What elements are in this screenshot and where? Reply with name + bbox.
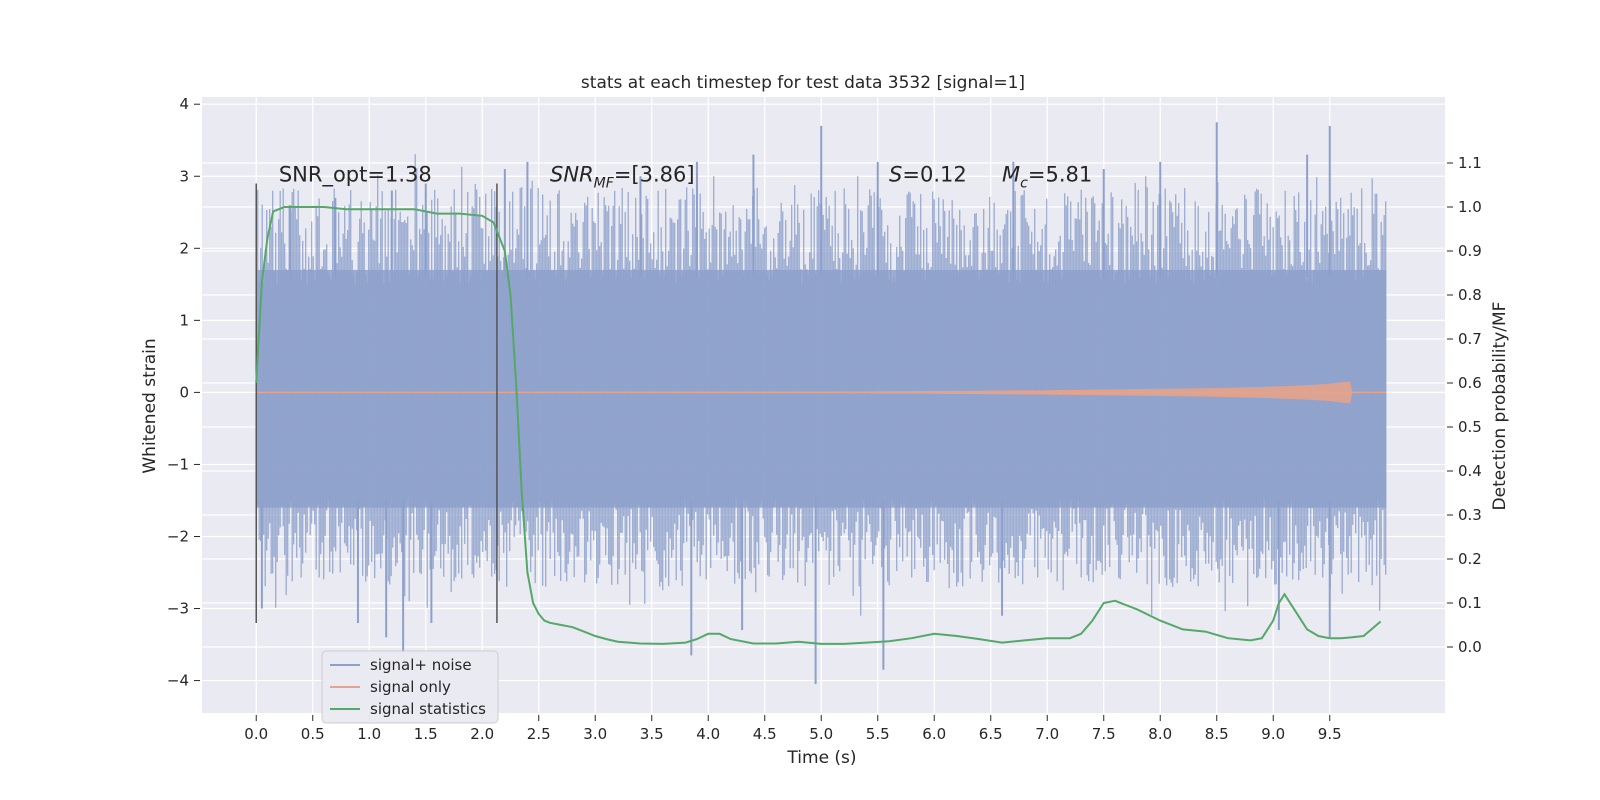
x-axis-label: Time (s): [786, 748, 856, 768]
y2-tick-label: 1.0: [1458, 198, 1482, 216]
x-tick-label: 2.0: [470, 725, 494, 743]
x-tick-label: 3.5: [640, 725, 664, 743]
legend-label: signal only: [370, 678, 451, 696]
x-tick-label: 7.5: [1092, 725, 1116, 743]
x-tick-label: 4.5: [753, 725, 777, 743]
y2-tick-label: 0.5: [1458, 418, 1482, 436]
x-tick-label: 3.0: [583, 725, 607, 743]
annotation-subscript: MF: [594, 175, 615, 191]
y-tick-label: 2: [179, 239, 189, 257]
annotation-snr_mf: SNRMF=[3.86]: [550, 162, 695, 191]
y-axis-left: −4 −3 −2 −1 0 1 2 3 4: [167, 95, 200, 690]
y-tick-label: −1: [167, 455, 189, 473]
stats-line: [255, 206, 1382, 645]
y2-tick-label: 0.1: [1458, 594, 1482, 612]
x-tick-label: 8.0: [1148, 725, 1172, 743]
y-tick-label: 0: [179, 383, 189, 401]
y-tick-label: 4: [179, 95, 189, 113]
x-tick-label: 2.5: [527, 725, 551, 743]
annotation-italic: SNR: [550, 162, 594, 186]
legend-label: signal statistics: [370, 700, 486, 718]
y2-tick-label: 0.8: [1458, 286, 1482, 304]
x-axis: 0.0 0.5 1.0 1.5 2.0 2.5 3.0 3.5 4.0 4.5 5.0 5.5 6.0 6…: [244, 715, 1342, 743]
x-tick-label: 9.0: [1261, 725, 1285, 743]
x-tick-label: 8.5: [1205, 725, 1229, 743]
annotation-suffix: =5.81: [1028, 162, 1092, 186]
y-tick-label: 1: [179, 311, 189, 329]
x-tick-label: 0.5: [301, 725, 325, 743]
y-tick-label: −4: [167, 672, 189, 690]
y2-tick-label: 0.7: [1458, 330, 1482, 348]
y-tick-label: 3: [179, 167, 189, 185]
x-tick-label: 6.5: [979, 725, 1003, 743]
x-tick-label: 1.5: [414, 725, 438, 743]
x-tick-label: 5.5: [866, 725, 890, 743]
y-axis-right: 0.0 0.1 0.2 0.3 0.4 0.5 0.6 0.7 0.8 0.9 1.0 1.1: [1447, 154, 1482, 656]
y-tick-label: −3: [167, 600, 189, 618]
y2-tick-label: 0.2: [1458, 550, 1482, 568]
y2-tick-label: 0.9: [1458, 242, 1482, 260]
annotation-snr_opt: SNR_opt=1.38: [279, 162, 432, 187]
y2-tick-label: 1.1: [1458, 154, 1482, 172]
annotation-italic: S: [889, 162, 902, 186]
x-tick-label: 1.0: [357, 725, 381, 743]
x-tick-label: 9.5: [1318, 725, 1342, 743]
series-signal-only: [256, 381, 1387, 404]
series-signal-statistics: [255, 206, 1382, 645]
y-axis-label: Whitened strain: [140, 338, 160, 473]
annotation-italic: M: [1002, 162, 1020, 186]
x-tick-label: 6.0: [922, 725, 946, 743]
y-tick-label: −2: [167, 527, 189, 545]
annotation-suffix: =0.12: [902, 162, 966, 186]
x-tick-label: 0.0: [244, 725, 268, 743]
legend-label: signal+ noise: [370, 656, 472, 674]
annotation-suffix: =[3.86]: [614, 162, 695, 186]
chart-title: stats at each timestep for test data 353…: [581, 73, 1025, 93]
legend-box: [321, 650, 499, 724]
legend: signal+ noise signal only signal statistic…: [321, 650, 499, 724]
y2-tick-label: 0.3: [1458, 506, 1482, 524]
annotation-mc: Mc=5.81: [1002, 162, 1092, 191]
y2-tick-label: 0.6: [1458, 374, 1482, 392]
x-tick-label: 7.0: [1035, 725, 1059, 743]
y2-tick-label: 0.4: [1458, 462, 1482, 480]
vertical-markers: [255, 183, 498, 623]
y2-axis-label: Detection probability/MF: [1490, 302, 1510, 511]
annotation-s: S=0.12: [889, 162, 967, 186]
x-tick-label: 4.0: [696, 725, 720, 743]
annotation-subscript: c: [1020, 175, 1028, 191]
annotations: SNR_opt=1.38 SNRMF=[3.86] S=0.12 Mc=5.81: [279, 162, 1092, 191]
y2-tick-label: 0.0: [1458, 638, 1482, 656]
x-tick-label: 5.0: [809, 725, 833, 743]
